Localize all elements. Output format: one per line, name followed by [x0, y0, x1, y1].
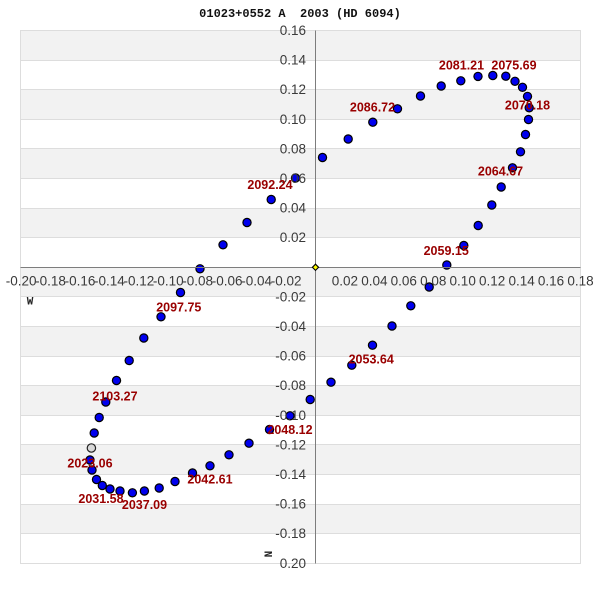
svg-text:-0.04: -0.04 — [241, 274, 272, 289]
svg-text:0.16: 0.16 — [280, 23, 306, 38]
svg-text:0.12: 0.12 — [280, 82, 306, 97]
svg-text:0.06: 0.06 — [391, 274, 417, 289]
svg-text:-0.16: -0.16 — [65, 274, 96, 289]
svg-text:2081.21: 2081.21 — [439, 59, 484, 73]
svg-text:2037.09: 2037.09 — [122, 498, 167, 512]
svg-text:0.02: 0.02 — [280, 230, 306, 245]
svg-text:-0.08: -0.08 — [275, 378, 306, 393]
svg-text:2092.24: 2092.24 — [247, 178, 292, 192]
svg-text:0.02: 0.02 — [332, 274, 358, 289]
svg-text:W: W — [27, 296, 34, 308]
svg-text:0.20: 0.20 — [280, 556, 306, 571]
svg-text:0.10: 0.10 — [450, 274, 476, 289]
svg-text:2070.18: 2070.18 — [505, 99, 550, 113]
svg-text:0.14: 0.14 — [508, 274, 535, 289]
svg-text:-0.14: -0.14 — [275, 467, 306, 482]
svg-text:-0.02: -0.02 — [275, 289, 306, 304]
svg-text:-0.06: -0.06 — [275, 349, 306, 364]
svg-text:2042.61: 2042.61 — [187, 473, 232, 487]
svg-text:0.12: 0.12 — [479, 274, 505, 289]
svg-text:-0.10: -0.10 — [153, 274, 184, 289]
svg-text:-0.06: -0.06 — [212, 274, 243, 289]
svg-text:0.06: 0.06 — [280, 171, 306, 186]
svg-text:0.10: 0.10 — [280, 112, 306, 127]
svg-text:N: N — [264, 551, 276, 558]
svg-text:2031.58: 2031.58 — [78, 492, 123, 506]
svg-text:-0.12: -0.12 — [124, 274, 155, 289]
svg-text:0.04: 0.04 — [280, 201, 307, 216]
svg-text:-0.12: -0.12 — [275, 437, 306, 452]
svg-text:2064.67: 2064.67 — [478, 164, 523, 178]
svg-text:0.04: 0.04 — [361, 274, 388, 289]
svg-text:-0.14: -0.14 — [94, 274, 125, 289]
svg-text:0.08: 0.08 — [420, 274, 446, 289]
svg-text:2059.15: 2059.15 — [424, 244, 469, 258]
svg-text:-0.04: -0.04 — [275, 319, 306, 334]
svg-text:2048.12: 2048.12 — [267, 423, 312, 437]
svg-text:0.18: 0.18 — [567, 274, 593, 289]
svg-text:2053.64: 2053.64 — [349, 352, 394, 366]
svg-text:-0.20: -0.20 — [6, 274, 37, 289]
svg-text:-0.18: -0.18 — [275, 526, 306, 541]
svg-text:2086.72: 2086.72 — [350, 101, 395, 115]
svg-text:2023.06: 2023.06 — [67, 456, 112, 470]
svg-text:2097.75: 2097.75 — [156, 301, 201, 315]
svg-text:-0.02: -0.02 — [271, 274, 302, 289]
svg-text:0.08: 0.08 — [280, 141, 306, 156]
svg-text:2075.69: 2075.69 — [491, 59, 536, 73]
svg-text:-0.10: -0.10 — [275, 408, 306, 423]
svg-text:-0.18: -0.18 — [35, 274, 66, 289]
svg-text:0.14: 0.14 — [280, 53, 307, 68]
svg-text:01023+0552 A 2003 (HD 6094): 01023+0552 A 2003 (HD 6094) — [199, 7, 401, 21]
svg-text:-0.16: -0.16 — [275, 497, 306, 512]
svg-text:2103.27: 2103.27 — [92, 389, 137, 403]
svg-text:0.16: 0.16 — [538, 274, 564, 289]
svg-text:-0.08: -0.08 — [182, 274, 213, 289]
